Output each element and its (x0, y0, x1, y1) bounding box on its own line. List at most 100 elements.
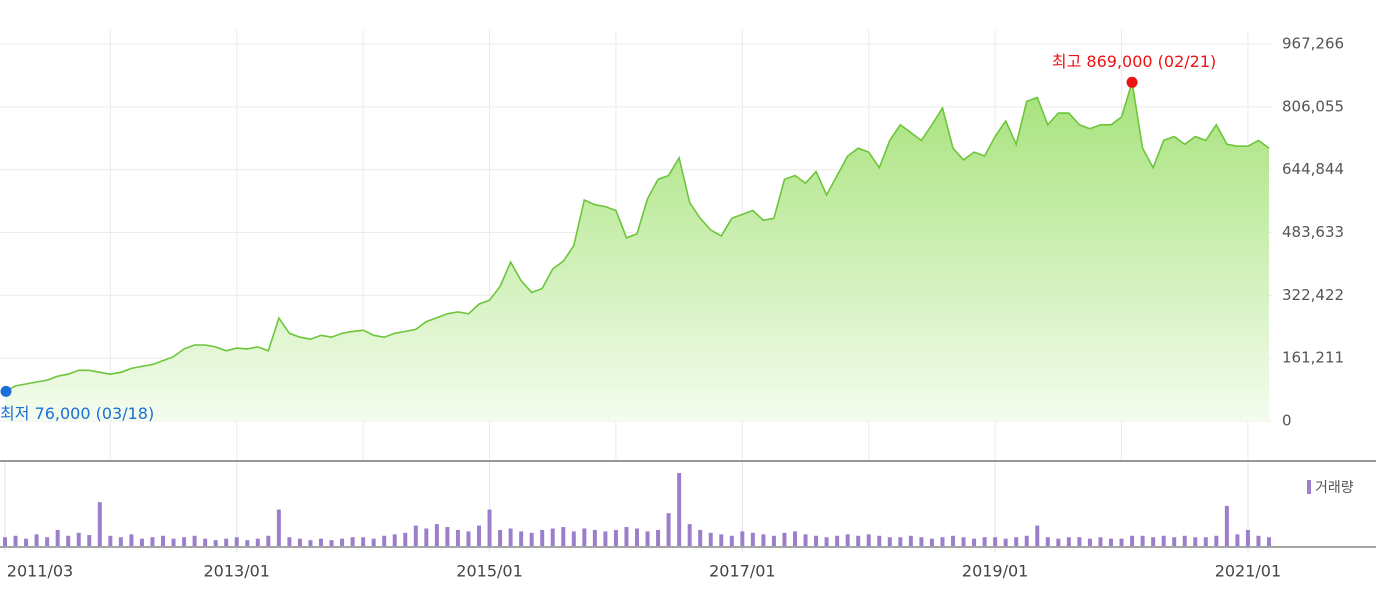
volume-bar (835, 535, 840, 546)
high-marker (1126, 76, 1138, 88)
volume-bar (255, 538, 260, 546)
x-tick-label: 2013/01 (203, 562, 269, 581)
volume-bar (466, 531, 471, 546)
volume-bar (1098, 537, 1103, 546)
volume-bar (1151, 537, 1156, 546)
volume-bar (1214, 535, 1219, 546)
volume-bar (1087, 538, 1092, 546)
volume-bar (161, 535, 165, 546)
price-line (4, 82, 1270, 393)
volume-bar (477, 525, 481, 546)
volume-bar (1003, 538, 1008, 546)
volume-bar (1140, 535, 1145, 546)
x-tick-label: 2017/01 (709, 562, 775, 581)
volume-bar (350, 537, 355, 546)
y-tick-label: 644,844 (1282, 160, 1344, 178)
volume-bar (1045, 537, 1050, 546)
volume-bar (656, 529, 661, 546)
volume-bar (129, 534, 134, 546)
volume-bar (856, 535, 861, 546)
volume-bar (498, 529, 503, 546)
volume-bar (793, 531, 797, 546)
volume-bar (192, 535, 197, 546)
volume-bar (729, 535, 734, 546)
volume-bar (361, 537, 366, 546)
volume-bar (624, 527, 629, 546)
volume-bar (182, 537, 187, 546)
volume-bar (319, 538, 323, 546)
volume-bar (803, 534, 808, 546)
volume-bar (1203, 537, 1208, 546)
volume-bar (740, 531, 745, 546)
volume-bar (1193, 537, 1198, 546)
volume-bar (972, 538, 977, 546)
volume-bar (24, 538, 29, 546)
volume-bar (1035, 525, 1040, 546)
volume-bar (845, 534, 850, 546)
x-tick-label: 2019/01 (962, 562, 1028, 581)
y-tick-label: 322,422 (1282, 286, 1344, 304)
volume-bar (245, 540, 250, 546)
volume-bar (508, 528, 513, 546)
volume-bar (708, 532, 713, 546)
volume-bar (561, 527, 566, 546)
low-label: 최저 76,000 (03/18) (0, 404, 154, 423)
volume-bar (540, 529, 545, 546)
volume-bar (645, 531, 650, 546)
volume-bar (287, 537, 292, 546)
volume-bar (297, 538, 302, 546)
volume-bar (55, 529, 60, 546)
y-tick-label: 161,211 (1282, 349, 1344, 367)
volume-bar (392, 534, 397, 546)
volume-bar (1245, 529, 1250, 546)
volume-bar (761, 534, 766, 546)
volume-bar (719, 534, 724, 546)
volume-bar (550, 528, 555, 546)
x-tick-label: 2015/01 (456, 562, 522, 581)
volume-bar (782, 532, 787, 546)
volume-bar (1077, 537, 1082, 546)
low-marker (0, 385, 12, 397)
volume-bar (887, 537, 892, 546)
volume-bar (382, 535, 387, 546)
y-tick-label: 806,055 (1282, 97, 1344, 115)
volume-bar (1119, 538, 1124, 546)
y-tick-label: 967,266 (1282, 35, 1344, 53)
x-tick-label: 2011/03 (7, 562, 73, 581)
volume-bar (613, 529, 618, 546)
volume-bar (203, 538, 208, 546)
volume-bar (87, 535, 92, 546)
volume-bar (877, 535, 882, 546)
x-tick-label: 2021/01 (1215, 562, 1281, 581)
volume-bar (424, 528, 429, 546)
volume-bar (908, 535, 913, 546)
volume-bar (234, 537, 239, 546)
volume-bar (824, 537, 829, 546)
volume-bar (582, 528, 587, 546)
volume-bar (814, 535, 819, 546)
volume-bar (866, 534, 871, 546)
volume-bar (97, 502, 102, 546)
volume-bar (1256, 535, 1261, 546)
volume-bar (919, 537, 924, 546)
volume-bar (1161, 535, 1166, 546)
volume-bar (961, 537, 966, 546)
volume-bar (750, 532, 755, 546)
volume-bar (108, 535, 113, 546)
high-label: 최고 869,000 (02/21) (1052, 52, 1216, 71)
plot-layer: 0 161,211 322,422 483,633 644,844 806,055 967,… (0, 30, 1344, 581)
volume-bar (666, 513, 671, 546)
volume-bar (45, 537, 50, 546)
volume-bar (635, 528, 639, 546)
volume-bar (603, 531, 608, 546)
volume-legend: 거래량 (1315, 480, 1354, 496)
volume-bar (3, 537, 7, 546)
volume-bar (308, 540, 313, 546)
volume-bar (1109, 538, 1113, 546)
volume-bar (66, 535, 71, 546)
volume-bar (34, 534, 39, 546)
volume-bar (403, 532, 408, 546)
volume-bar (529, 532, 534, 546)
volume-bar (455, 529, 460, 546)
